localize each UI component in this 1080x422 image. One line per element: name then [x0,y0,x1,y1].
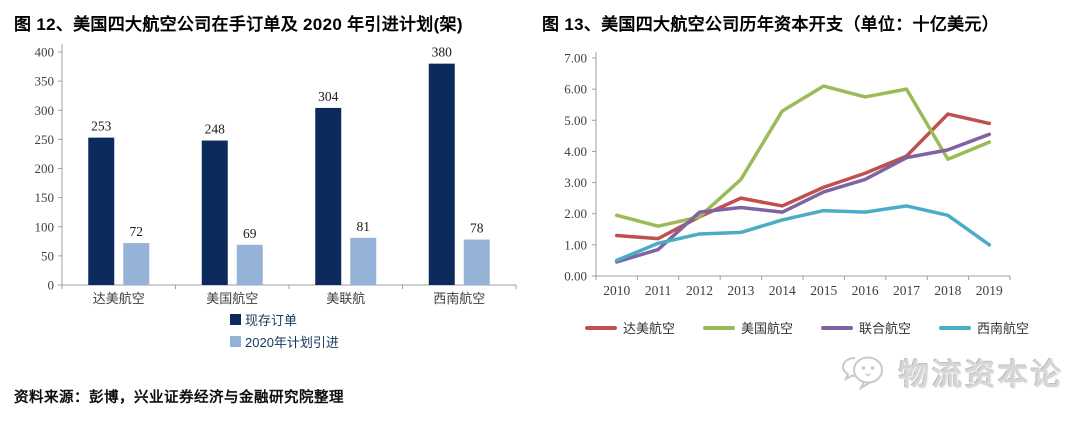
svg-text:2014: 2014 [769,283,796,298]
svg-text:西南航空: 西南航空 [433,291,485,306]
svg-text:3.00: 3.00 [564,175,587,190]
svg-text:72: 72 [130,224,144,239]
southwest-line-swatch [939,325,972,330]
legend-item-united: 联合航空 [821,318,911,337]
american-line-swatch [702,325,735,330]
legend-label: 西南航空 [977,321,1030,336]
svg-text:达美航空: 达美航空 [93,291,145,306]
legend-item-existing-orders: 现存订单 [230,310,534,329]
figure-12-title: 图 12、美国四大航空公司在手订单及 2020 年引进计划(架) [14,15,463,34]
plan-2020-swatch [230,336,241,347]
svg-text:2018: 2018 [934,283,961,298]
orders-bar-chart: 0 50 100 150 200 250 300 350 400 达美航空 253 72 美国航空 248… [35,44,517,306]
legend-label: 2020年计划引进 [245,335,339,350]
legend-label: 达美航空 [622,321,675,336]
svg-text:2019: 2019 [976,283,1003,298]
chat-bubbles-face-icon [841,356,883,391]
legend-item-american: 美国航空 [702,318,793,337]
source-note: 资料来源：彭博，兴业证券经济与金融研究院整理 [14,390,344,406]
svg-text:2017: 2017 [893,283,920,298]
legend-item-2020-plan: 2020年计划引进 [230,332,534,351]
legend-label: 联合航空 [859,321,912,336]
svg-text:300: 300 [35,103,55,118]
svg-text:2016: 2016 [852,283,879,298]
figure-13-legend: 达美航空 美国航空 联合航空 西南航空 [540,318,1074,337]
svg-text:304: 304 [318,89,339,104]
svg-text:100: 100 [35,219,55,234]
watermark: 物流资本论 [841,350,1064,394]
svg-text:250: 250 [35,132,55,147]
svg-text:0.00: 0.00 [564,269,587,284]
united-line-swatch [821,325,853,330]
figure-13: 图 13、美国四大航空公司历年资本开支（单位：十亿美元） 0.00 1.00 2.0… [540,6,1074,337]
svg-text:2010: 2010 [603,283,630,298]
svg-text:2013: 2013 [727,283,754,298]
legend-label: 美国航空 [740,321,793,336]
svg-text:7.00: 7.00 [564,51,587,66]
svg-text:5.00: 5.00 [564,113,587,128]
svg-text:美联航: 美联航 [326,291,365,306]
delta-line-swatch [584,325,617,330]
svg-text:0: 0 [48,278,55,293]
svg-text:81: 81 [357,219,371,234]
existing-orders-swatch [230,314,241,325]
svg-text:2015: 2015 [810,283,837,298]
svg-text:150: 150 [35,190,55,205]
svg-text:2012: 2012 [686,283,713,298]
svg-text:350: 350 [35,74,55,89]
legend-label: 现存订单 [245,313,298,328]
svg-text:2.00: 2.00 [564,206,587,221]
legend-item-southwest: 西南航空 [939,318,1029,337]
svg-text:69: 69 [243,226,257,241]
watermark-text: 物流资本论 [899,359,1064,392]
legend-item-delta: 达美航空 [584,318,675,337]
svg-text:1.00: 1.00 [564,237,587,252]
svg-text:380: 380 [432,45,453,60]
svg-text:400: 400 [35,45,55,60]
svg-text:2011: 2011 [645,283,672,298]
svg-text:6.00: 6.00 [564,82,587,97]
svg-text:美国航空: 美国航空 [206,291,258,306]
figure-12-legend: 现存订单 2020年计划引进 [230,310,534,351]
svg-text:253: 253 [91,119,112,134]
figure-12: 图 12、美国四大航空公司在手订单及 2020 年引进计划(架) 0 50 100 1… [12,6,534,351]
svg-text:200: 200 [35,161,55,176]
svg-text:50: 50 [41,248,54,263]
svg-text:78: 78 [470,221,484,236]
capex-line-chart: 0.00 1.00 2.00 3.00 4.00 5.00 6.00 7.00 2010 2011… [564,51,1011,298]
svg-text:4.00: 4.00 [564,144,587,159]
svg-text:248: 248 [205,122,226,137]
figure-13-title: 图 13、美国四大航空公司历年资本开支（单位：十亿美元） [542,15,1000,34]
